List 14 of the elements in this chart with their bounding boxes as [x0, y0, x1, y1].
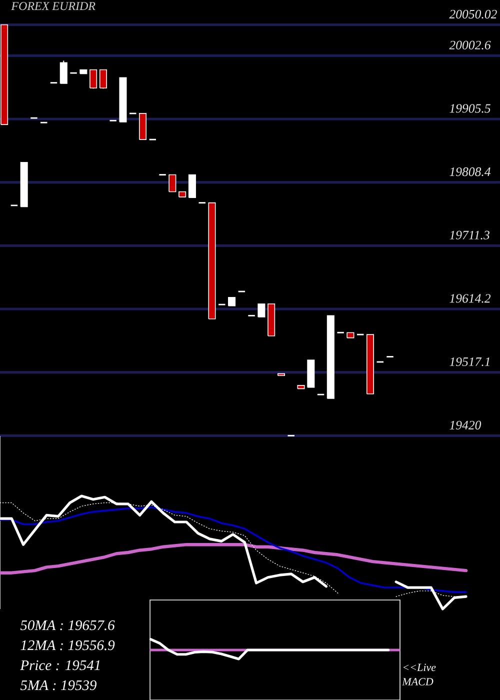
y-tick-label: 19808.4 [450, 167, 491, 176]
y-tick-label: 19711.3 [450, 230, 490, 240]
y-tick-label: 19905.5 [450, 104, 490, 113]
chart-title: FOREX EURIDR [11, 2, 96, 10]
text: 5MA : 19539 [20, 680, 96, 690]
text: 12MA : 19556.9 [20, 640, 115, 650]
text: <<Live MACD [402, 664, 436, 686]
y-tick-label: 20002.6 [449, 40, 491, 50]
y-tick-label: 19614.2 [450, 294, 491, 303]
y-tick-label: 19517.1 [450, 357, 490, 366]
y-tick-label: 19420 [450, 420, 482, 430]
text: Price : 19541 [20, 660, 100, 670]
y-tick-label: 20050.02 [449, 10, 497, 19]
text: 50MA : 19657.6 [20, 620, 115, 630]
